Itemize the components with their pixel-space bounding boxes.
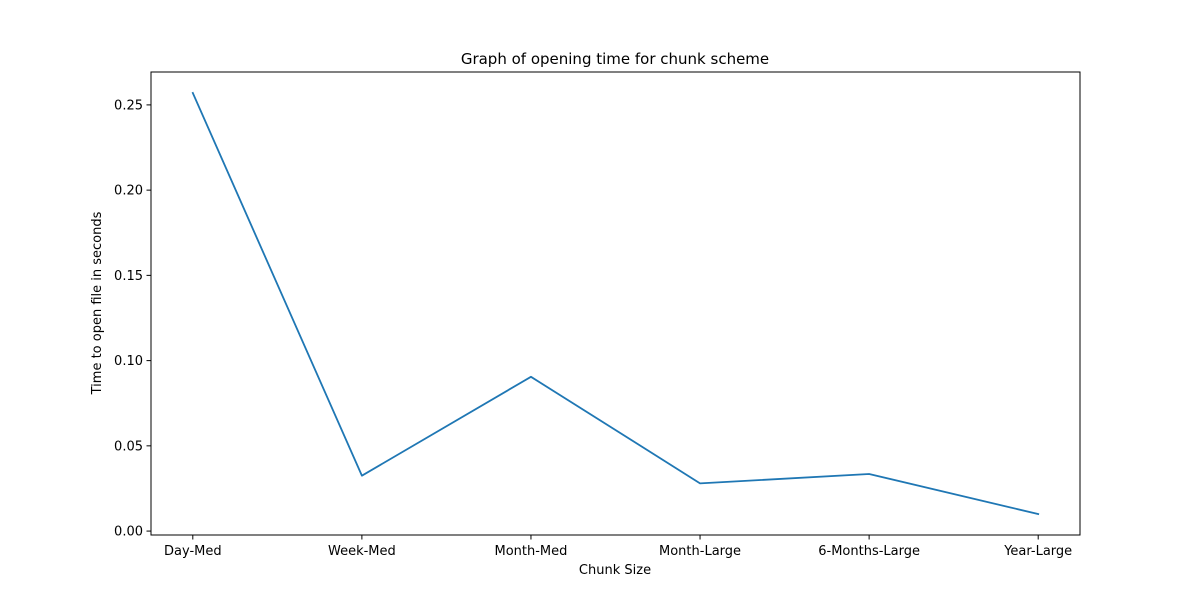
plot-area: 0.00 0.05 0.10 0.15 0.20 0.25 Day-Med Week-Med M…	[114, 71, 1081, 559]
x-tick-label: Year-Large	[1003, 544, 1072, 559]
chart-title: Graph of opening time for chunk scheme	[461, 50, 769, 68]
x-tick-label: Day-Med	[164, 544, 222, 559]
x-tick-label: Month-Med	[495, 544, 568, 559]
x-tick-label: Month-Large	[659, 544, 741, 559]
series-line	[191, 91, 1040, 516]
y-tick-label: 0.10	[114, 354, 143, 369]
y-axis-title: Time to open file in seconds	[90, 211, 105, 395]
y-tick-label: 0.25	[114, 98, 143, 113]
y-tick-label: 0.05	[114, 439, 143, 454]
x-axis-title: Chunk Size	[579, 563, 651, 578]
axes-frame	[150, 71, 1081, 536]
y-tick-label: 0.20	[114, 184, 143, 199]
x-tick-label: 6-Months-Large	[818, 544, 920, 559]
y-tick-label: 0.00	[114, 525, 143, 540]
x-tick-label: Week-Med	[328, 544, 396, 559]
y-tick-label: 0.15	[114, 269, 143, 284]
